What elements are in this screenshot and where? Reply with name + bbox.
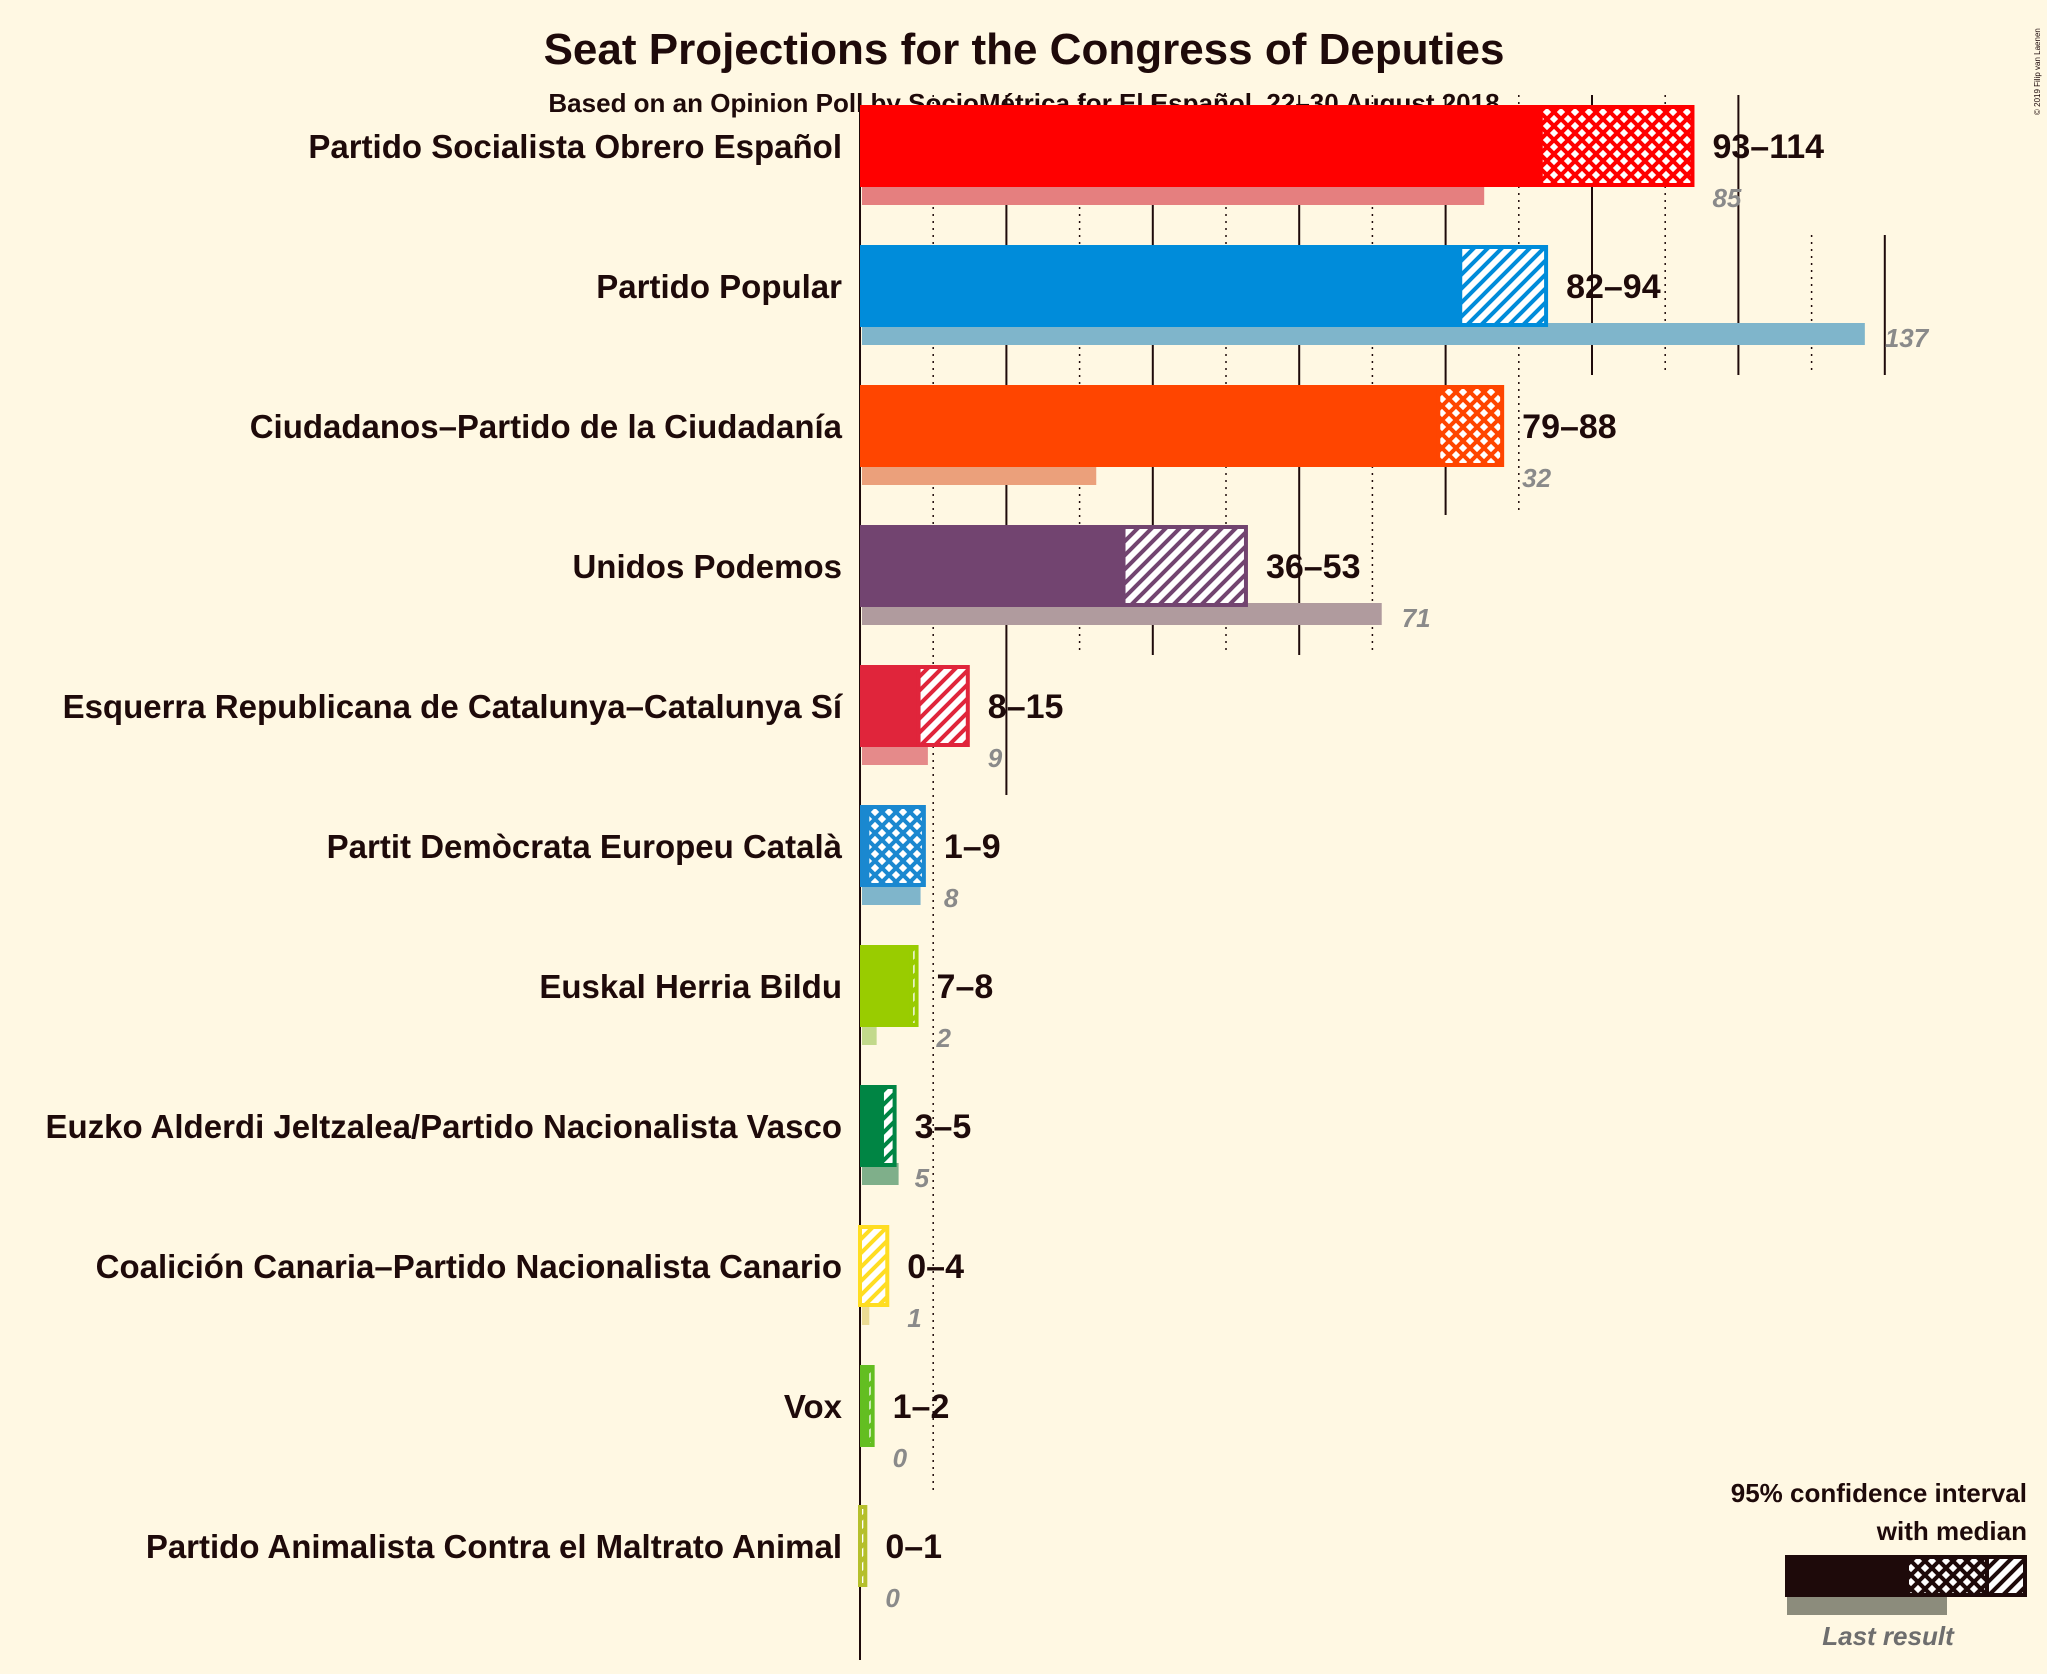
range-label: 8–15 (988, 688, 1064, 726)
last-result-label: 32 (1522, 463, 1551, 493)
party-label: Esquerra Republicana de Catalunya–Catalu… (63, 688, 844, 725)
last-result-bar (862, 463, 1097, 485)
party-label: Euskal Herria Bildu (539, 968, 842, 1005)
party-row: Partit Demòcrata Europeu Català 1–9 8 (327, 805, 1001, 913)
projection-bar (860, 945, 912, 1027)
last-result-label: 9 (988, 743, 1003, 773)
last-result-bar (862, 603, 1382, 625)
party-row: Ciudadanos–Partido de la Ciudadanía 79–88… (250, 385, 1617, 493)
last-result-bar (862, 323, 1865, 345)
legend-interval-swatch (1985, 1555, 2027, 1597)
range-label: 36–53 (1266, 548, 1361, 586)
projection-bar (860, 805, 868, 887)
confidence-interval (909, 945, 919, 1027)
last-result-bar (862, 883, 921, 905)
legend-last-result: Last result (1822, 1621, 1955, 1651)
legend-solid-swatch (1785, 1555, 1907, 1597)
last-result-bar (862, 1303, 870, 1325)
projection-bar (860, 245, 1461, 327)
projection-bar (860, 525, 1124, 607)
bars: Partido Socialista Obrero Español 93–114 8… (45, 105, 1930, 1613)
last-result-label: 1 (907, 1303, 921, 1333)
last-result-label: 5 (915, 1163, 930, 1193)
range-label: 82–94 (1566, 268, 1661, 306)
copyright-notice: © 2019 Filip van Laenen (2033, 28, 2042, 115)
confidence-interval (1538, 105, 1695, 187)
last-result-label: 137 (1885, 323, 1930, 353)
range-label: 79–88 (1522, 408, 1617, 446)
projection-bar (860, 1085, 882, 1167)
party-row: Partido Socialista Obrero Español 93–114 8… (308, 105, 1824, 213)
range-label: 1–9 (944, 828, 1001, 866)
confidence-interval (858, 1225, 890, 1307)
party-label: Partido Socialista Obrero Español (308, 128, 842, 165)
party-row: Partido Popular 82–94 137 (596, 245, 1930, 353)
last-result-label: 0 (893, 1443, 908, 1473)
party-row: Vox 1–2 0 (784, 1365, 949, 1473)
range-label: 3–5 (915, 1108, 972, 1146)
confidence-interval (879, 1085, 897, 1167)
legend-title-line1: 95% confidence interval (1731, 1478, 2027, 1508)
last-result-bar (862, 183, 1485, 205)
last-result-label: 71 (1402, 603, 1431, 633)
party-label: Vox (784, 1388, 843, 1425)
last-result-label: 85 (1712, 183, 1741, 213)
party-row: Euskal Herria Bildu 7–8 2 (539, 945, 993, 1053)
confidence-interval (865, 1365, 875, 1447)
party-label: Ciudadanos–Partido de la Ciudadanía (250, 408, 843, 445)
range-label: 1–2 (893, 1388, 950, 1426)
party-label: Partido Animalista Contra el Maltrato An… (146, 1528, 842, 1565)
projection-bar (860, 665, 919, 747)
last-result-label: 8 (944, 883, 959, 913)
legend: 95% confidence interval with median Last… (1731, 1478, 2027, 1651)
projection-bar (860, 1365, 868, 1447)
confidence-interval (865, 805, 926, 887)
projection-bar (860, 105, 1541, 187)
range-label: 7–8 (937, 968, 994, 1006)
range-label: 0–1 (885, 1528, 942, 1566)
party-label: Euzko Alderdi Jeltzalea/Partido Nacional… (45, 1108, 842, 1145)
confidence-interval (916, 665, 970, 747)
party-row: Euzko Alderdi Jeltzalea/Partido Nacional… (45, 1085, 971, 1193)
confidence-interval (1436, 385, 1505, 467)
confidence-interval (1458, 245, 1549, 327)
last-result-label: 2 (936, 1023, 952, 1053)
party-label: Partit Demòcrata Europeu Català (327, 828, 843, 865)
legend-last-swatch (1787, 1597, 1947, 1615)
party-row: Esquerra Republicana de Catalunya–Catalu… (63, 665, 1064, 773)
last-result-label: 0 (885, 1583, 900, 1613)
party-row: Partido Animalista Contra el Maltrato An… (146, 1505, 942, 1613)
last-result-bar (862, 1023, 877, 1045)
chart-title: Seat Projections for the Congress of Dep… (544, 25, 1505, 74)
legend-median-swatch (1905, 1555, 1989, 1597)
confidence-interval (1121, 525, 1248, 607)
party-row: Coalición Canaria–Partido Nacionalista C… (96, 1225, 964, 1333)
party-label: Partido Popular (596, 268, 842, 305)
confidence-interval (858, 1505, 868, 1587)
last-result-bar (862, 1163, 899, 1185)
projection-bar (860, 385, 1439, 467)
party-label: Coalición Canaria–Partido Nacionalista C… (96, 1248, 842, 1285)
legend-title-line2: with median (1876, 1516, 2027, 1546)
range-label: 0–4 (907, 1248, 964, 1286)
last-result-bar (862, 743, 928, 765)
party-label: Unidos Podemos (572, 548, 842, 585)
range-label: 93–114 (1712, 128, 1824, 166)
party-row: Unidos Podemos 36–53 71 (572, 525, 1431, 633)
